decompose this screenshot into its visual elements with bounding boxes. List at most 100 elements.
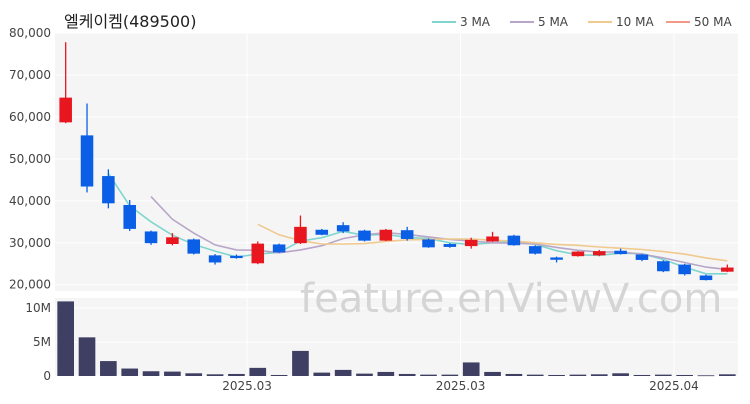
candle [400, 226, 414, 241]
candle-body [721, 267, 734, 272]
price-tick-label: 70,000 [9, 68, 51, 82]
candles [59, 42, 734, 281]
candle [80, 103, 94, 193]
candle-body [635, 254, 649, 260]
volume-bar [633, 374, 651, 376]
candle [230, 254, 243, 259]
candle-body [507, 235, 521, 246]
price-tick-label: 20,000 [9, 278, 51, 292]
volume-bar [313, 372, 331, 376]
ma5-line [150, 196, 728, 271]
legend-item[interactable]: 5 MA [510, 15, 569, 29]
volume-bar [206, 374, 224, 376]
price-tick-label: 30,000 [9, 236, 51, 250]
candle [678, 263, 691, 276]
volume-bar [377, 371, 395, 376]
volume-bar [356, 373, 373, 376]
candle-body [294, 226, 307, 244]
candle-body [315, 229, 329, 235]
candle-body [80, 135, 94, 187]
volume-bar [462, 362, 480, 376]
candle-body [358, 230, 371, 241]
candle-body [251, 243, 265, 264]
legend[interactable]: 3 MA 5 MA 10 MA 50 MA [432, 15, 732, 29]
candle-body [272, 244, 286, 253]
legend-item[interactable]: 3 MA [432, 15, 491, 29]
axis-labels: 20,000 30,000 40,000 50,000 60,000 70,000 80,0… [9, 26, 699, 393]
candle [102, 169, 115, 209]
candle [123, 199, 136, 232]
price-tick-label: 50,000 [9, 152, 51, 166]
legend-item[interactable]: 50 MA [666, 15, 732, 29]
candle [315, 228, 329, 236]
volume-bar [654, 374, 672, 376]
candle-body [592, 251, 606, 256]
legend-label: 10 MA [616, 15, 654, 29]
candle-body [400, 230, 414, 239]
candle [294, 215, 307, 245]
candle [336, 222, 350, 234]
volume-bar [548, 374, 565, 376]
legend-label: 3 MA [460, 15, 491, 29]
volume-bar [484, 371, 501, 376]
volume-bar [420, 374, 437, 376]
volume-bar [569, 374, 587, 376]
volume-tick-label: 10M [25, 301, 51, 315]
candle [699, 274, 713, 281]
candle-body [464, 239, 478, 247]
candle [208, 254, 222, 265]
candle-body [550, 257, 563, 260]
candle-body [379, 229, 393, 241]
candle-body [657, 261, 670, 272]
volume-bar [505, 373, 523, 376]
x-tick-label: 2025.03 [222, 379, 272, 393]
candle [550, 256, 563, 263]
candle-body [443, 244, 457, 247]
price-panel-background [55, 33, 738, 291]
candle-body [166, 237, 179, 244]
candle-body [486, 236, 499, 242]
candle-body [678, 264, 691, 275]
price-tick-label: 80,000 [9, 26, 51, 40]
volume-panel-background [55, 298, 738, 376]
candle [635, 254, 649, 262]
volume-bar [249, 367, 267, 376]
volume-bar [441, 374, 459, 376]
candle [507, 234, 521, 246]
volume-tick-label: 5M [33, 335, 51, 349]
candle-body [102, 176, 115, 204]
volume-bar [164, 371, 181, 376]
volume-bar [185, 373, 203, 376]
volume-bar [612, 373, 629, 376]
volume-bar [121, 368, 139, 376]
candle-body [422, 239, 435, 248]
candle [443, 243, 457, 248]
volume-bars [57, 301, 736, 377]
x-tick-label: 2025.03 [436, 379, 486, 393]
candle [272, 243, 286, 253]
volume-bar [697, 375, 715, 377]
watermark: feature.enViewV.com [300, 276, 722, 322]
volume-bar [292, 350, 309, 376]
candle [464, 237, 478, 249]
legend-item[interactable]: 10 MA [588, 15, 654, 29]
candle-body [571, 251, 585, 257]
candle-body [59, 97, 72, 123]
legend-label: 5 MA [538, 15, 569, 29]
candle [571, 251, 585, 257]
candle [528, 245, 542, 255]
candle [721, 264, 734, 273]
volume-bar [676, 374, 693, 376]
candle [187, 238, 201, 255]
candle-body [230, 255, 243, 259]
candle [251, 241, 265, 265]
volume-bar [719, 374, 736, 376]
volume-bar [398, 373, 416, 376]
volume-tick-label: 0 [43, 369, 51, 383]
candle [657, 260, 670, 273]
candle-body [208, 255, 222, 263]
price-tick-label: 40,000 [9, 194, 51, 208]
volume-bar [590, 374, 608, 376]
